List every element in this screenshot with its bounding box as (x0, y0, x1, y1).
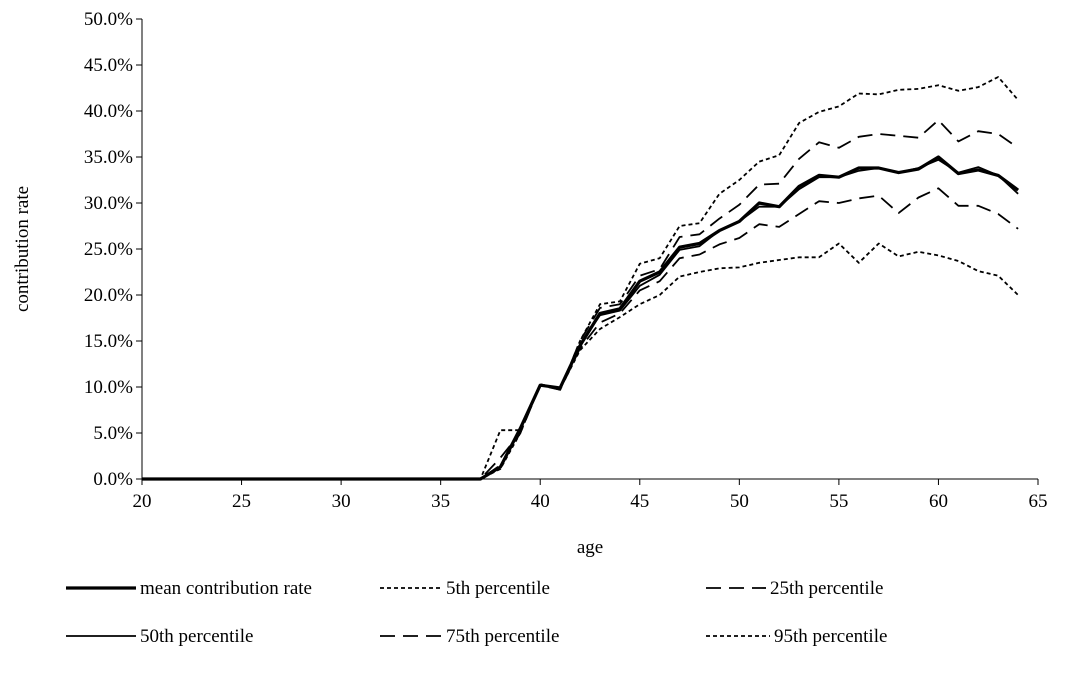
x-tick-label: 40 (531, 491, 550, 512)
series-layer (142, 76, 1020, 481)
legend-label-5: 75th percentile (446, 626, 559, 647)
series-line-4 (142, 158, 1019, 480)
x-tick-label: 25 (232, 491, 251, 512)
x-tick-label: 20 (133, 491, 152, 512)
x-tick-label: 55 (829, 491, 848, 512)
series-line-2 (142, 242, 1019, 480)
y-tick-label: 45.0% (84, 55, 133, 76)
series-line-5 (142, 119, 1019, 480)
legend-label-6: 95th percentile (774, 626, 887, 647)
legend-label-3: 25th percentile (770, 578, 883, 599)
y-tick-label: 10.0% (84, 377, 133, 398)
y-tick-label: 5.0% (93, 423, 133, 444)
x-tick-label: 65 (1029, 491, 1048, 512)
y-tick-label: 15.0% (84, 331, 133, 352)
legend-label-1: mean contribution rate (140, 578, 312, 599)
x-axis-title: age (577, 537, 603, 558)
x-tick-label: 50 (730, 491, 749, 512)
y-tick-label: 40.0% (84, 101, 133, 122)
x-tick-label: 35 (431, 491, 450, 512)
series-line-3 (142, 187, 1019, 480)
series-line-1 (142, 155, 1020, 481)
series-line-6 (142, 76, 1019, 480)
y-tick-label: 25.0% (84, 239, 133, 260)
y-tick-label: 20.0% (84, 285, 133, 306)
y-axis-title: contribution rate (12, 186, 33, 312)
y-axis-ticks: 0.0% 5.0% 10.0% 15.0% 20.0% 25.0% 30.0% 35.0% 40… (84, 9, 142, 490)
x-tick-label: 30 (332, 491, 351, 512)
legend: mean contribution rate 5th percentile 25th… (66, 578, 887, 647)
y-tick-label: 50.0% (84, 9, 133, 30)
y-tick-label: 35.0% (84, 147, 133, 168)
x-tick-label: 60 (929, 491, 948, 512)
x-axis-ticks: 20 25 30 35 40 45 50 55 60 65 (133, 479, 1048, 512)
legend-label-4: 50th percentile (140, 626, 253, 647)
y-tick-label: 0.0% (93, 469, 133, 490)
y-tick-label: 30.0% (84, 193, 133, 214)
legend-label-2: 5th percentile (446, 578, 550, 599)
x-tick-label: 45 (630, 491, 649, 512)
